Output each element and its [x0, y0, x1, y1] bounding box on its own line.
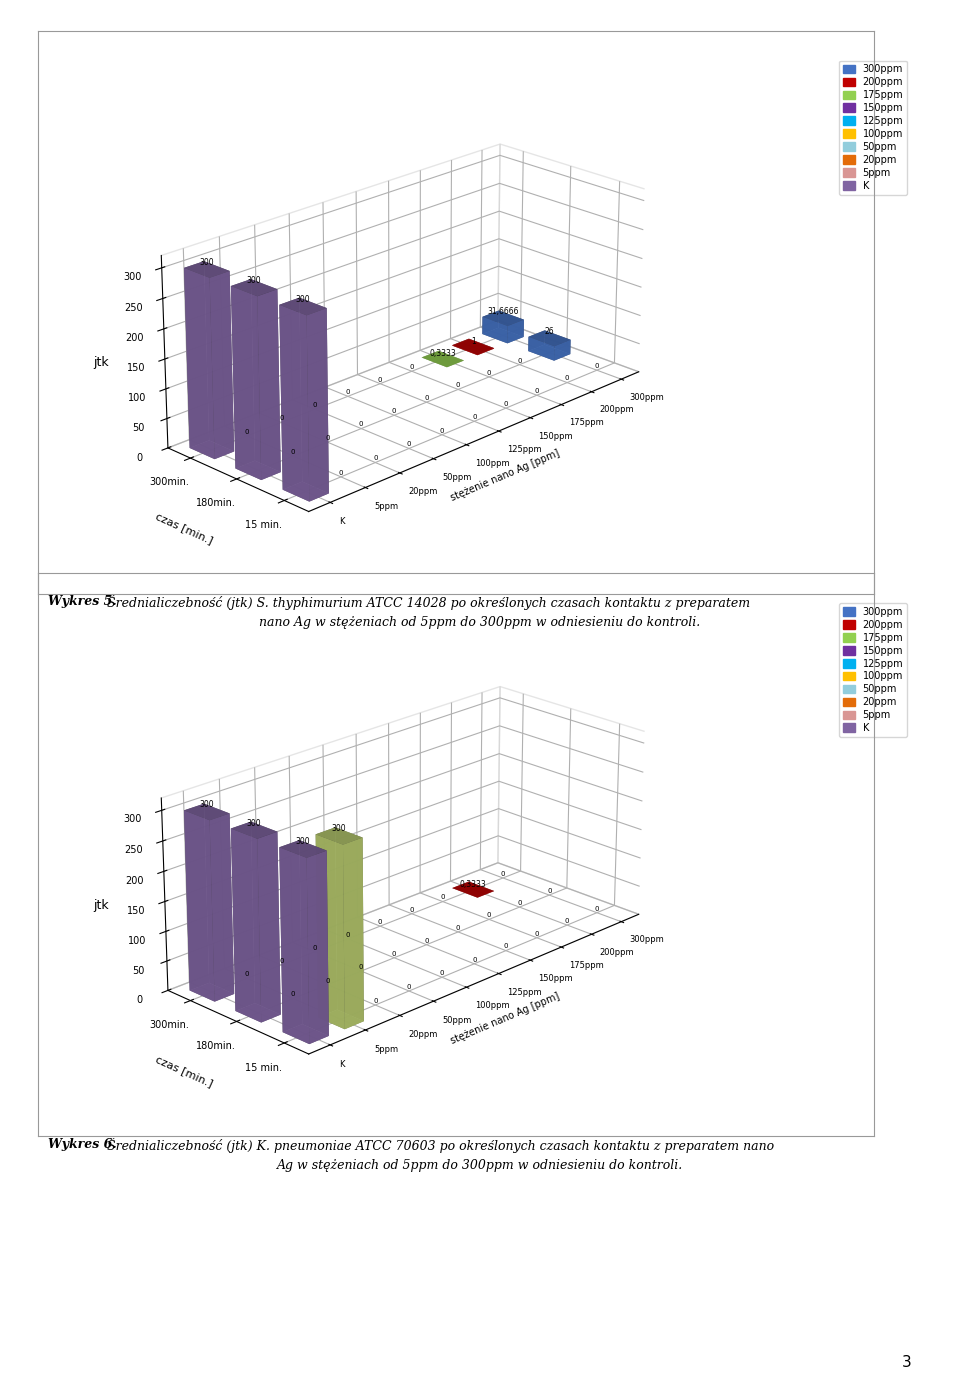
Text: Średnialiczebność (jtk) K. pneumoniae ATCC 70603 po określonych czasach kontaktu: Średnialiczebność (jtk) K. pneumoniae AT…	[103, 1138, 774, 1153]
X-axis label: stężenie nano Ag [ppm]: stężenie nano Ag [ppm]	[449, 448, 562, 504]
Text: 3: 3	[902, 1355, 912, 1370]
Y-axis label: czas [min.]: czas [min.]	[154, 512, 214, 545]
Text: Ag w stężeniach od 5ppm do 300ppm w odniesieniu do kontroli.: Ag w stężeniach od 5ppm do 300ppm w odni…	[276, 1159, 684, 1171]
Legend: 300ppm, 200ppm, 175ppm, 150ppm, 125ppm, 100ppm, 50ppm, 20ppm, 5ppm, K: 300ppm, 200ppm, 175ppm, 150ppm, 125ppm, …	[839, 60, 907, 195]
Text: nano Ag w stężeniach od 5ppm do 300ppm w odniesieniu do kontroli.: nano Ag w stężeniach od 5ppm do 300ppm w…	[259, 616, 701, 629]
Y-axis label: czas [min.]: czas [min.]	[154, 1054, 214, 1088]
Legend: 300ppm, 200ppm, 175ppm, 150ppm, 125ppm, 100ppm, 50ppm, 20ppm, 5ppm, K: 300ppm, 200ppm, 175ppm, 150ppm, 125ppm, …	[839, 602, 907, 737]
Text: Średnialiczebność (jtk) S. thyphimurium ATCC 14028 po określonych czasach kontak: Średnialiczebność (jtk) S. thyphimurium …	[103, 595, 750, 611]
Text: Wykres 6.: Wykres 6.	[48, 1138, 117, 1150]
Text: Wykres 5.: Wykres 5.	[48, 595, 117, 608]
X-axis label: stężenie nano Ag [ppm]: stężenie nano Ag [ppm]	[449, 990, 562, 1046]
